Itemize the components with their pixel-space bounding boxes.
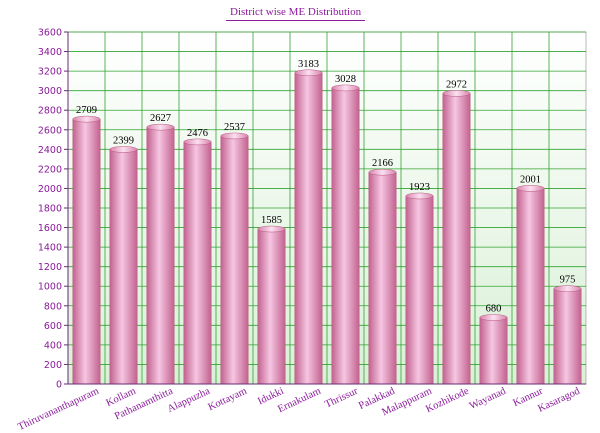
bar-cap [109, 146, 138, 153]
bar [72, 118, 101, 385]
y-tick-label: 3400 [38, 47, 62, 58]
bar-cap [146, 123, 175, 131]
bar-cap [72, 115, 101, 123]
bar [146, 126, 175, 385]
bar [220, 135, 249, 385]
y-tick-label: 2400 [38, 145, 62, 156]
y-tick-label: 2200 [38, 164, 62, 175]
bar-cap [516, 185, 545, 192]
data-label: 2537 [224, 122, 245, 133]
bar [405, 195, 434, 385]
bar-cap [331, 84, 360, 92]
data-label: 2001 [520, 174, 541, 185]
bar [294, 72, 323, 385]
bar [479, 317, 508, 385]
x-tick-label: Kozhikode [424, 386, 471, 416]
bar [257, 228, 286, 385]
data-label: 2972 [446, 79, 467, 90]
x-tick-label: Thrissur [323, 386, 360, 411]
bar-cap [553, 285, 582, 292]
data-label: 3028 [335, 74, 356, 85]
data-label: 3183 [298, 59, 319, 70]
data-label: 1923 [409, 182, 430, 193]
data-label: 2166 [372, 158, 393, 169]
data-label: 680 [486, 304, 502, 315]
bar-cap [294, 69, 323, 77]
bar [516, 188, 545, 385]
x-tick-label: Kasaragod [536, 385, 582, 414]
bar-cap [257, 225, 286, 233]
data-label: 2627 [150, 113, 171, 124]
bar-cap [405, 192, 434, 200]
y-tick-label: 1200 [38, 262, 62, 273]
bar [442, 93, 471, 385]
y-tick-label: 600 [44, 321, 62, 332]
y-tick-label: 3600 [38, 28, 62, 39]
y-tick-label: 3200 [38, 67, 62, 78]
data-label: 2709 [76, 105, 97, 116]
bar [109, 149, 138, 385]
data-label: 2476 [187, 128, 208, 139]
x-tick-label: Alappuzha [166, 386, 212, 415]
x-tick-label: Wayanad [468, 385, 508, 412]
data-label: 1585 [261, 215, 282, 226]
bar [368, 171, 397, 385]
y-tick-label: 1600 [38, 223, 62, 234]
y-tick-label: 200 [44, 360, 62, 371]
bar-cap [220, 132, 249, 140]
bar [553, 288, 582, 385]
data-label: 975 [560, 275, 576, 286]
y-tick-label: 1800 [38, 204, 62, 215]
data-label: 2399 [113, 135, 134, 146]
bar-cap [368, 168, 397, 176]
chart-title: District wise ME Distribution [226, 5, 366, 21]
y-tick-label: 2600 [38, 125, 62, 136]
bar-cap [442, 90, 471, 97]
bars [72, 69, 582, 385]
y-tick-label: 1400 [38, 243, 62, 254]
y-tick-label: 0 [56, 380, 62, 391]
y-tick-label: 400 [44, 340, 62, 351]
y-tick-label: 2000 [38, 184, 62, 195]
y-tick-label: 2800 [38, 106, 62, 117]
y-tick-label: 1000 [38, 282, 62, 293]
x-tick-label: Ernakulam [276, 386, 322, 415]
y-tick-label: 800 [44, 301, 62, 312]
bar-cap [479, 314, 508, 321]
x-tick-label: Thiruvananthapuram [16, 386, 100, 433]
bar [183, 141, 212, 385]
bar-cap [183, 138, 212, 146]
x-tick-label: Kottayam [207, 386, 249, 413]
bar [331, 87, 360, 385]
y-tick-label: 3000 [38, 86, 62, 97]
